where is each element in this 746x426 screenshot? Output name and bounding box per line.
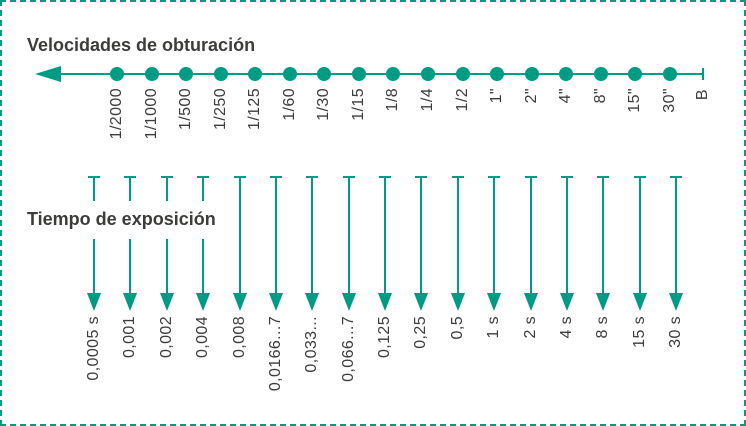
down-arrowhead-icon [232, 293, 247, 311]
down-arrowhead-icon [414, 293, 429, 311]
shutter-speed-label: 1/15 [349, 88, 367, 121]
exposure-time-label: 0,004 [194, 316, 212, 359]
exposure-time-label: 0,125 [376, 316, 394, 359]
shutter-speed-label: 8" [591, 88, 609, 104]
shutter-speed-label: 1/8 [384, 88, 402, 112]
shutter-speed-label: 1/2 [453, 88, 471, 112]
exposure-time-label: 0,0166...7 [266, 316, 284, 392]
shutter-speeds-title: Velocidades de obturación [27, 35, 256, 55]
arrow-shaft [456, 176, 459, 294]
down-arrowhead-icon [87, 293, 101, 311]
exposure-time-label: 0,0005 s [85, 316, 102, 381]
down-arrowhead-icon [523, 293, 538, 311]
arrow-shaft [602, 176, 605, 294]
shutter-speed-label: 2" [522, 88, 540, 104]
down-arrowhead-icon [669, 293, 684, 311]
arrow-shaft [274, 176, 277, 294]
arrow-shaft [420, 176, 423, 294]
shutter-speed-label: 1/1000 [142, 88, 160, 140]
axis-end-tick [702, 68, 704, 80]
arrow-shaft [493, 176, 496, 294]
shutter-speed-label: 1" [488, 88, 506, 104]
axis-dot [490, 67, 505, 81]
down-arrowhead-icon [159, 293, 174, 311]
exposure-time-label: 1 s [485, 316, 503, 339]
shutter-speed-label: 1/250 [211, 88, 229, 131]
down-arrowhead-icon [559, 293, 574, 311]
down-arrowhead-icon [123, 293, 138, 311]
down-arrowhead-icon [268, 293, 283, 311]
axis-dot [628, 67, 643, 81]
shutter-speed-label: 1/125 [246, 88, 264, 131]
exposure-time-label: 15 s [630, 316, 648, 348]
down-arrowhead-icon [196, 293, 211, 311]
down-arrowhead-icon [487, 293, 502, 311]
exposure-time-title: Tiempo de exposición [27, 201, 228, 239]
axis-dot [386, 67, 401, 81]
down-arrowhead-icon [341, 293, 356, 311]
arrow-shaft [529, 176, 532, 294]
down-arrowhead-icon [632, 293, 647, 311]
shutter-speed-label: 4" [557, 88, 575, 104]
exposure-time-label: 0,066...7 [339, 316, 357, 382]
axis-dot [662, 67, 677, 81]
arrow-shaft [347, 176, 350, 294]
exposure-time-label: 4 s [557, 316, 575, 339]
shutter-speed-label: 1/60 [280, 88, 298, 121]
exposure-time-label: 0,008 [230, 316, 248, 359]
axis-dot [593, 67, 608, 81]
exposure-time-label: 0,25 [412, 316, 430, 349]
shutter-speed-label: 15" [626, 88, 644, 113]
axis-dot [524, 67, 539, 81]
arrow-shaft [675, 176, 678, 294]
arrow-shaft [384, 176, 387, 294]
arrow-shaft [238, 176, 241, 294]
axis-dot [559, 67, 574, 81]
axis-line [58, 73, 703, 75]
axis-dot [144, 67, 159, 81]
down-arrowhead-icon [305, 293, 320, 311]
exposure-time-label: 0,002 [157, 316, 175, 359]
exposure-time-label: 8 s [594, 316, 612, 339]
shutter-speed-label: 1/500 [177, 88, 195, 131]
exposure-time-label: 30 s [667, 316, 685, 348]
bulb-label: B [694, 89, 711, 101]
axis-dot [421, 67, 436, 81]
axis-dot [317, 67, 332, 81]
exposure-time-label: 0,033... [303, 316, 321, 373]
axis-dot [248, 67, 263, 81]
axis-dot [282, 67, 297, 81]
shutter-speed-label: 1/4 [419, 88, 437, 112]
shutter-speed-label: 30" [660, 88, 678, 113]
shutter-speed-label: 1/30 [315, 88, 333, 121]
axis-dot [213, 67, 228, 81]
exposure-time-label: 0,001 [121, 316, 139, 359]
down-arrowhead-icon [450, 293, 465, 311]
arrow-shaft [565, 176, 568, 294]
arrow-shaft [311, 176, 314, 294]
axis-dot [455, 67, 470, 81]
down-arrowhead-icon [596, 293, 611, 311]
down-arrowhead-icon [378, 293, 393, 311]
shutter-speed-label: 1/2000 [108, 88, 125, 140]
axis-dot [179, 67, 194, 81]
axis-dot [351, 67, 366, 81]
exposure-time-label: 2 s [521, 316, 539, 339]
left-arrowhead-icon [35, 66, 61, 82]
exposure-time-label: 0,5 [448, 316, 466, 340]
axis-dot [110, 67, 124, 81]
arrow-shaft [638, 176, 641, 294]
